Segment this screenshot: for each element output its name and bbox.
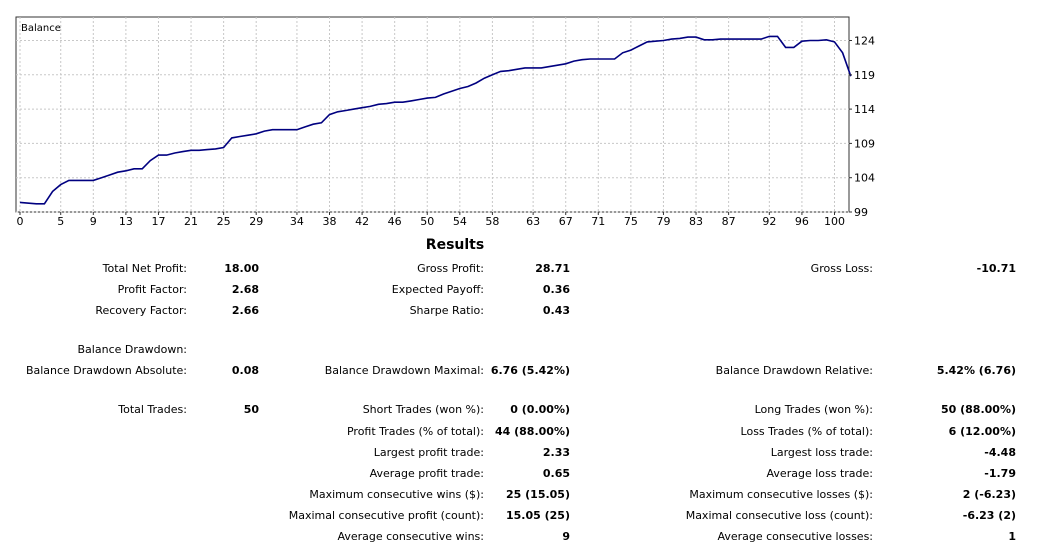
chart-series-layer xyxy=(19,35,852,205)
result-label: Loss Trades (% of total): xyxy=(740,425,873,438)
result-value: 6.76 (5.42%) xyxy=(490,364,570,377)
x-tick-label: 21 xyxy=(184,215,198,228)
result-value: 50 (88.00%) xyxy=(940,403,1016,416)
x-tick-label: 0 xyxy=(17,215,24,228)
chart-grid xyxy=(16,17,849,213)
result-value: -10.71 xyxy=(976,262,1016,275)
result-value: -4.48 xyxy=(984,446,1016,459)
x-tick-label: 38 xyxy=(323,215,337,228)
x-axis-ticks: 0 5 9 13 17 21 25 29 34 38 42 46 50 54 58 63 67 71 75 79 83 8… xyxy=(17,212,845,228)
result-value: 0.08 xyxy=(231,364,259,377)
x-tick-label: 83 xyxy=(689,215,703,228)
result-value: 0 (0.00%) xyxy=(510,403,570,416)
result-value: 18.00 xyxy=(224,262,259,275)
y-tick-label: 119 xyxy=(854,69,875,82)
result-label: Largest loss trade: xyxy=(770,446,873,459)
result-label: Gross Profit: xyxy=(417,262,484,275)
result-value: 2.68 xyxy=(231,283,259,296)
result-value: 2.33 xyxy=(542,446,570,459)
result-value: 5.42% (6.76) xyxy=(936,364,1016,377)
result-value: 25 (15.05) xyxy=(506,488,570,501)
result-label: Average loss trade: xyxy=(766,467,873,480)
chart-title: Balance xyxy=(21,23,61,34)
result-label: Balance Drawdown Absolute: xyxy=(25,364,187,377)
y-axis-ticks: 99 104 109 114 119 124 xyxy=(849,35,875,219)
result-label: Maximum consecutive losses ($): xyxy=(689,488,873,501)
results-title: Results xyxy=(425,237,485,253)
x-tick-label: 54 xyxy=(453,215,467,228)
result-label: Total Trades: xyxy=(118,403,187,416)
balance-line xyxy=(19,35,852,205)
x-tick-label: 34 xyxy=(290,215,304,228)
x-tick-label: 75 xyxy=(624,215,638,228)
result-label: Profit Trades (% of total): xyxy=(346,425,484,438)
x-tick-label: 96 xyxy=(795,215,809,228)
x-tick-label: 17 xyxy=(151,215,165,228)
result-value: 0.43 xyxy=(542,304,570,317)
result-label: Gross Loss: xyxy=(810,262,873,275)
y-tick-label: 114 xyxy=(854,103,875,116)
result-label: Maximal consecutive loss (count): xyxy=(685,509,873,522)
result-value: 28.71 xyxy=(535,262,570,275)
result-label: Short Trades (won %): xyxy=(362,403,484,416)
y-tick-label: 124 xyxy=(854,35,875,48)
x-tick-label: 46 xyxy=(388,215,402,228)
result-value: 2.66 xyxy=(231,304,259,317)
y-tick-label: 99 xyxy=(854,206,868,219)
result-value: -1.79 xyxy=(984,467,1016,480)
result-value: 44 (88.00%) xyxy=(494,425,570,438)
result-label: Expected Payoff: xyxy=(391,283,484,296)
result-value: 6 (12.00%) xyxy=(948,425,1016,438)
x-tick-label: 79 xyxy=(656,215,670,228)
result-value: 0.65 xyxy=(542,467,570,480)
result-label: Average profit trade: xyxy=(369,467,484,480)
x-tick-label: 50 xyxy=(420,215,434,228)
balance-chart: 0 5 9 13 17 21 25 29 34 38 42 46 50 54 58 63 67 71 75 79 83 8… xyxy=(15,16,875,228)
x-tick-label: 87 xyxy=(722,215,736,228)
result-label: Maximum consecutive wins ($): xyxy=(309,488,484,501)
result-value: -6.23 (2) xyxy=(962,509,1016,522)
result-label: Profit Factor: xyxy=(117,283,187,296)
result-label: Balance Drawdown: xyxy=(77,343,187,356)
result-label: Sharpe Ratio: xyxy=(409,304,484,317)
result-value: 2 (-6.23) xyxy=(962,488,1016,501)
x-tick-label: 100 xyxy=(824,215,845,228)
x-tick-label: 63 xyxy=(526,215,540,228)
y-tick-label: 104 xyxy=(854,172,875,185)
result-label: Balance Drawdown Maximal: xyxy=(324,364,484,377)
result-label: Average consecutive losses: xyxy=(717,530,873,543)
chart-plot-frame xyxy=(15,16,850,213)
result-label: Long Trades (won %): xyxy=(754,403,873,416)
result-label: Largest profit trade: xyxy=(373,446,484,459)
result-value: 0.36 xyxy=(542,283,570,296)
x-tick-label: 42 xyxy=(355,215,369,228)
x-tick-label: 92 xyxy=(762,215,776,228)
x-tick-label: 58 xyxy=(485,215,499,228)
result-value: 1 xyxy=(1008,530,1016,543)
x-tick-label: 25 xyxy=(217,215,231,228)
result-value: 9 xyxy=(562,530,570,543)
x-tick-label: 29 xyxy=(249,215,263,228)
result-label: Total Net Profit: xyxy=(102,262,187,275)
result-label: Balance Drawdown Relative: xyxy=(715,364,873,377)
result-label: Average consecutive wins: xyxy=(337,530,484,543)
result-label: Maximal consecutive profit (count): xyxy=(288,509,484,522)
result-label: Recovery Factor: xyxy=(95,304,187,317)
x-tick-label: 13 xyxy=(119,215,133,228)
x-tick-label: 71 xyxy=(591,215,605,228)
x-tick-label: 9 xyxy=(90,215,97,228)
x-tick-label: 67 xyxy=(559,215,573,228)
result-value: 15.05 (25) xyxy=(506,509,570,522)
y-tick-label: 109 xyxy=(854,137,875,150)
x-tick-label: 5 xyxy=(57,215,64,228)
result-value: 50 xyxy=(243,403,259,416)
